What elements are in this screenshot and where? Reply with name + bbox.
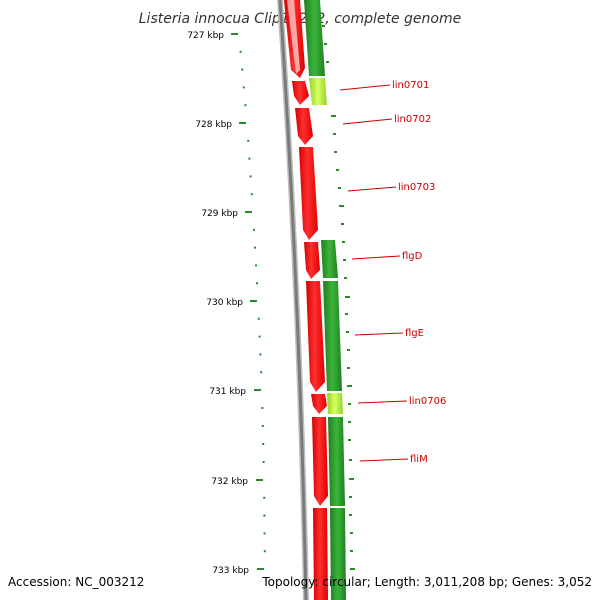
forward-strand-track xyxy=(284,0,328,600)
gene-arrow-forward[interactable] xyxy=(312,417,328,506)
topology-text: Topology: circular; Length: 3,011,208 bp… xyxy=(261,575,592,589)
gene-label-flgD[interactable]: flgD xyxy=(402,251,423,262)
gene-arrow-forward[interactable] xyxy=(306,281,325,392)
gene-block-reverse[interactable] xyxy=(330,508,346,600)
gene-label-fliM[interactable]: fliM xyxy=(410,454,428,465)
accession-text: Accession: NC_003212 xyxy=(8,575,144,589)
label-leader xyxy=(342,118,393,125)
tick-label-729: 729 kbp xyxy=(201,209,238,219)
label-leader xyxy=(347,186,397,192)
label-leader xyxy=(357,400,408,404)
tick-label-728: 728 kbp xyxy=(195,120,232,130)
gene-arrow-forward[interactable] xyxy=(292,81,309,105)
gene-arrow-forward[interactable] xyxy=(295,108,313,145)
gene-arrow-forward[interactable] xyxy=(299,147,318,240)
gene-block-reverse[interactable] xyxy=(323,281,342,391)
gene-block-reverse-light[interactable] xyxy=(327,393,343,414)
gene-arrow-forward[interactable] xyxy=(313,508,328,600)
gene-label-lin0706[interactable]: lin0706 xyxy=(409,396,446,407)
gene-label-lin0701[interactable]: lin0701 xyxy=(392,80,429,91)
gene-block-reverse-light[interactable] xyxy=(309,78,327,105)
label-leader xyxy=(359,458,409,462)
tick-label-733: 733 kbp xyxy=(212,566,249,576)
gene-label-lin0703[interactable]: lin0703 xyxy=(398,182,435,193)
gene-highlight xyxy=(287,0,300,74)
gene-block-reverse[interactable] xyxy=(321,240,338,278)
gene-arrow-forward[interactable] xyxy=(311,394,327,414)
gene-block-reverse[interactable] xyxy=(304,0,325,76)
tick-label-732: 732 kbp xyxy=(211,477,248,487)
label-leader xyxy=(339,84,391,91)
gene-label-flgE[interactable]: flgE xyxy=(405,328,424,339)
minor-ticks xyxy=(239,50,266,553)
reverse-feature-ticks xyxy=(322,25,355,570)
tick-label-727: 727 kbp xyxy=(187,31,224,41)
gene-block-reverse[interactable] xyxy=(328,417,345,506)
gene-label-lin0702[interactable]: lin0702 xyxy=(394,114,431,125)
label-leader xyxy=(354,332,404,336)
tick-label-730: 730 kbp xyxy=(206,298,243,308)
tick-label-731: 731 kbp xyxy=(209,387,246,397)
reverse-strand-track xyxy=(304,0,346,600)
label-leader xyxy=(351,255,401,260)
gene-labels: lin0701 lin0702 lin0703 flgD flgE lin070… xyxy=(339,80,446,465)
gene-arrow-forward[interactable] xyxy=(304,242,320,279)
genome-backbone-line xyxy=(278,0,308,600)
scale-axis: 727 kbp 728 kbp 729 kbp 730 kbp 731 kbp … xyxy=(187,31,266,576)
